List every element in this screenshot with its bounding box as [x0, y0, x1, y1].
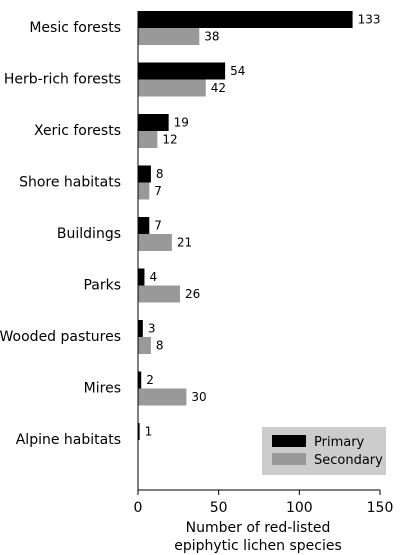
value-label-primary-mesic-forests: 133	[358, 13, 381, 27]
category-label-buildings: Buildings	[57, 226, 121, 242]
x-axis-title-line-2: epiphytic lichen species	[174, 538, 342, 554]
x-tick-label-100: 100	[286, 500, 313, 516]
value-label-secondary-parks: 26	[185, 287, 200, 301]
bar-primary-mires	[138, 371, 142, 389]
x-tick-label-0: 0	[134, 500, 143, 516]
bars-layer	[138, 11, 353, 440]
bar-primary-wooded-pastures	[138, 320, 143, 337]
value-label-primary-buildings: 7	[154, 219, 162, 233]
value-label-primary-xeric-forests: 19	[174, 116, 189, 130]
category-label-mesic-forests: Mesic forests	[29, 20, 121, 36]
bar-primary-buildings	[138, 217, 150, 234]
bar-secondary-shore-habitats	[138, 182, 150, 200]
x-axis: 0 50 100 150	[134, 11, 394, 516]
value-label-primary-wooded-pastures: 3	[148, 322, 156, 336]
category-label-shore-habitats: Shore habitats	[19, 175, 121, 191]
bar-secondary-parks	[138, 285, 180, 303]
bar-secondary-herb-rich-forests	[138, 79, 206, 97]
value-label-secondary-buildings: 21	[177, 236, 192, 250]
legend-swatch-secondary	[272, 453, 306, 465]
bar-secondary-mires	[138, 388, 187, 406]
bar-secondary-mesic-forests	[138, 28, 200, 45]
value-label-secondary-mesic-forests: 38	[204, 30, 219, 44]
category-label-herb-rich-forests: Herb-rich forests	[4, 72, 121, 88]
value-label-primary-mires: 2	[146, 373, 154, 387]
value-label-secondary-herb-rich-forests: 42	[211, 81, 226, 95]
x-tick-label-150: 150	[367, 500, 394, 516]
bar-primary-herb-rich-forests	[138, 62, 226, 80]
category-label-xeric-forests: Xeric forests	[34, 123, 121, 139]
value-label-primary-alpine-habitats: 1	[145, 425, 153, 439]
category-label-mires: Mires	[84, 381, 121, 397]
bar-primary-parks	[138, 268, 145, 286]
bar-primary-shore-habitats	[138, 165, 151, 183]
value-label-secondary-mires: 30	[191, 390, 206, 404]
value-label-secondary-shore-habitats: 7	[154, 184, 162, 198]
bar-secondary-wooded-pastures	[138, 337, 151, 354]
bar-secondary-xeric-forests	[138, 131, 158, 148]
bar-secondary-buildings	[138, 234, 172, 251]
category-label-parks: Parks	[83, 278, 121, 294]
category-label-wooded-pastures: Wooded pastures	[0, 329, 121, 345]
bar-primary-xeric-forests	[138, 114, 169, 131]
value-label-secondary-xeric-forests: 12	[162, 133, 177, 147]
bar-primary-alpine-habitats	[138, 423, 140, 440]
legend-swatch-primary	[272, 435, 306, 447]
x-axis-title-line-1: Number of red-listed	[186, 520, 331, 536]
legend-label-primary: Primary	[314, 435, 365, 450]
category-label-alpine-habitats: Alpine habitats	[16, 432, 121, 448]
value-label-primary-parks: 4	[149, 270, 157, 284]
legend: Primary Secondary	[262, 427, 386, 475]
legend-label-secondary: Secondary	[314, 453, 383, 468]
bar-primary-mesic-forests	[138, 11, 353, 28]
value-label-secondary-wooded-pastures: 8	[156, 339, 164, 353]
value-label-primary-shore-habitats: 8	[156, 167, 164, 181]
value-label-primary-herb-rich-forests: 54	[230, 64, 245, 78]
x-tick-label-50: 50	[210, 500, 228, 516]
